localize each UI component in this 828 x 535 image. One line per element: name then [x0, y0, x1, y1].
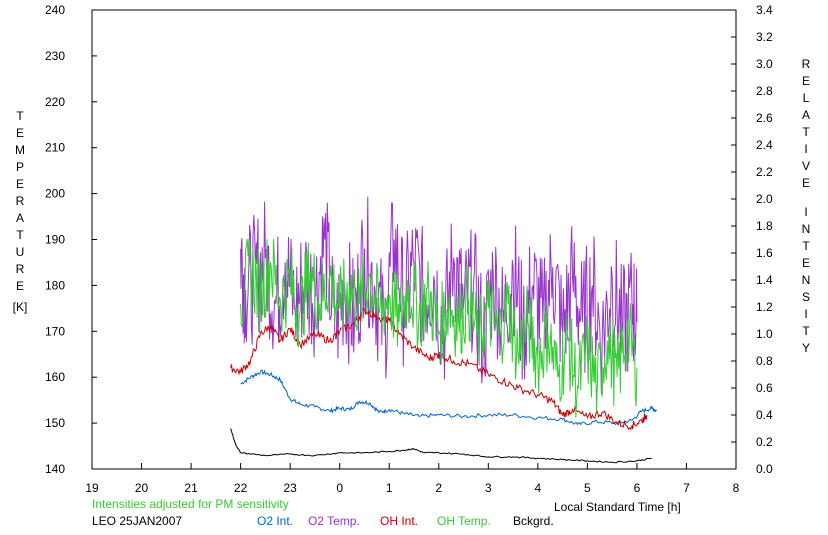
series-group — [230, 196, 658, 464]
left-tick-label: 190 — [45, 233, 65, 247]
right-tick-label: 1.2 — [756, 300, 773, 314]
axis-label-letter: R — [15, 194, 25, 208]
axis-label-letter: A — [801, 108, 810, 122]
x-axis-ticks: 19 20 21 22 23 0 1 2 3 4 5 6 7 8 — [85, 463, 740, 495]
axis-label-letter: R — [15, 262, 25, 276]
note-text: Intensities adjusted for PM sensitivity — [92, 497, 289, 511]
axis-label-letter: E — [801, 74, 810, 88]
plot-frame — [91, 9, 737, 470]
axis-label-letter: M — [15, 143, 25, 157]
right-tick-label: 2.6 — [756, 111, 773, 125]
axis-label-letter: E — [15, 177, 24, 191]
right-tick-label: 0.4 — [756, 408, 773, 422]
series-line-oh-int — [230, 307, 648, 431]
legend-o2-temp: O2 Temp. — [308, 514, 360, 528]
x-tick-label: 21 — [184, 481, 198, 495]
right-tick-label: 2.8 — [756, 84, 773, 98]
axis-label-letter: E — [15, 126, 24, 140]
axis-label-letter: T — [16, 109, 24, 123]
left-tick-label: 180 — [45, 278, 65, 292]
right-tick-label: 0.8 — [756, 354, 773, 368]
x-tick-label: 19 — [85, 481, 99, 495]
station-text: LEO 25JAN2007 — [92, 514, 183, 528]
series-line-o2-temp — [240, 196, 638, 395]
legend-oh-int: OH Int. — [380, 514, 419, 528]
axis-label-letter: S — [801, 290, 810, 304]
axis-label-letter: N — [801, 273, 811, 287]
right-tick-label: 1.4 — [756, 273, 773, 287]
x-tick-label: 5 — [584, 481, 591, 495]
axis-label-letter: E — [801, 176, 810, 190]
series-line-o2-int — [240, 369, 658, 426]
right-tick-label: 1.8 — [756, 219, 773, 233]
left-axis-unit: [K] — [12, 300, 28, 314]
series-line-bckgrd — [230, 428, 652, 464]
x-tick-label: 22 — [234, 481, 248, 495]
right-tick-label: 2.0 — [756, 192, 773, 206]
left-tick-label: 160 — [45, 370, 65, 384]
x-tick-label: 4 — [535, 481, 542, 495]
axis-label-letter: P — [15, 160, 24, 174]
axis-label-letter: E — [15, 279, 24, 293]
left-tick-label: 220 — [45, 95, 65, 109]
axis-label-letter: T — [802, 239, 810, 253]
left-tick-label: 200 — [45, 187, 65, 201]
x-tick-label: 20 — [135, 481, 149, 495]
x-tick-label: 1 — [386, 481, 393, 495]
left-tick-label: 170 — [45, 324, 65, 338]
x-tick-label: 8 — [733, 481, 740, 495]
axis-label-letter: I — [804, 205, 808, 219]
x-axis-label: Local Standard Time [h] — [554, 500, 681, 514]
right-tick-label: 3.0 — [756, 57, 773, 71]
axis-label-letter: N — [801, 222, 811, 236]
axis-label-letter: L — [802, 91, 810, 105]
axis-label-letter: V — [801, 159, 810, 173]
right-tick-label: 0.2 — [756, 435, 773, 449]
axis-label-letter: A — [15, 211, 24, 225]
legend-oh-temp: OH Temp. — [437, 514, 491, 528]
axis-label-letter: T — [802, 324, 810, 338]
axis-label-letter: T — [802, 125, 810, 139]
right-tick-label: 0.0 — [756, 462, 773, 476]
axis-label-letter: T — [16, 228, 24, 242]
left-tick-label: 210 — [45, 141, 65, 155]
right-tick-label: 2.2 — [756, 165, 773, 179]
axis-label-letter: U — [15, 245, 25, 259]
legend-o2-int: O2 Int. — [257, 514, 294, 528]
x-tick-label: 2 — [435, 481, 442, 495]
axis-label-letter: I — [804, 307, 808, 321]
series-line-oh-temp — [240, 238, 638, 418]
left-tick-label: 240 — [45, 3, 65, 17]
axis-label-letter: Y — [801, 341, 810, 355]
x-tick-label: 6 — [634, 481, 641, 495]
x-tick-label: 3 — [485, 481, 492, 495]
axis-label-letter: E — [801, 256, 810, 270]
left-tick-label: 140 — [45, 462, 65, 476]
right-tick-label: 1.6 — [756, 246, 773, 260]
left-tick-label: 150 — [45, 416, 65, 430]
right-tick-label: 2.4 — [756, 138, 773, 152]
axis-label-letter: R — [801, 57, 811, 71]
right-axis-ticks: 0.0 0.2 0.4 0.6 0.8 1.0 1.2 1.4 1.6 1.8 2.0 2.2 2.4 2… — [731, 3, 773, 476]
left-tick-label: 230 — [45, 49, 65, 63]
legend-background: Bckgrd. — [513, 514, 554, 528]
left-axis-ticks: 140 150 160 170 180 190 200 210 220 230 240 — [45, 3, 97, 476]
x-tick-label: 0 — [336, 481, 343, 495]
axis-label-letter: I — [804, 142, 808, 156]
x-tick-label: 23 — [283, 481, 297, 495]
right-tick-label: 0.6 — [756, 381, 773, 395]
right-tick-label: 3.4 — [756, 3, 773, 17]
right-tick-label: 3.2 — [756, 30, 773, 44]
right-tick-label: 1.0 — [756, 327, 773, 341]
x-tick-label: 7 — [683, 481, 690, 495]
